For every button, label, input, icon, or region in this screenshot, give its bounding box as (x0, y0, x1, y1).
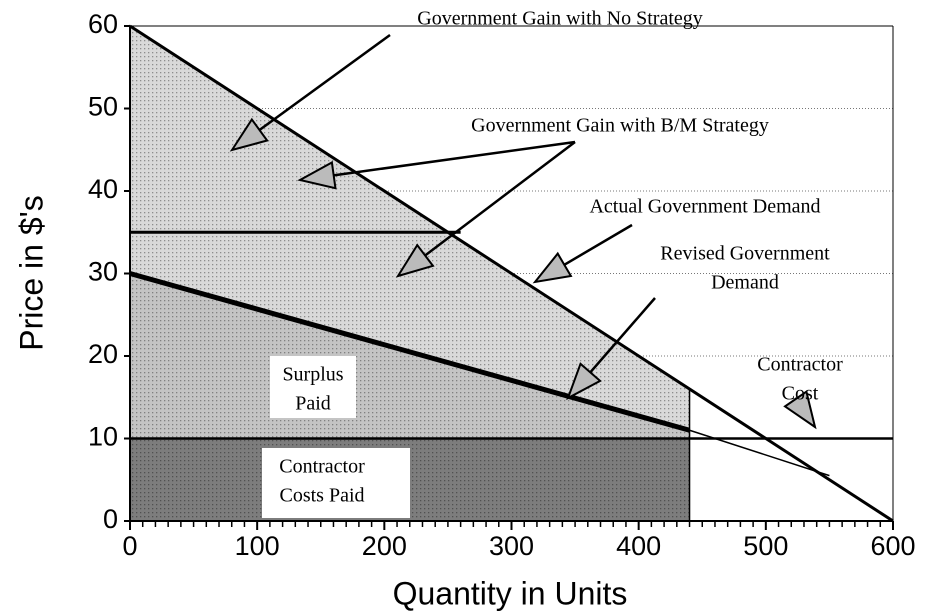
x-tick-label: 600 (870, 531, 915, 561)
label-box (262, 448, 410, 518)
x-tick-label: 0 (122, 531, 137, 561)
arrow-shaft (258, 33, 391, 132)
annotation: Contractor (757, 354, 843, 376)
x-tick-label: 500 (743, 531, 788, 561)
arrow-head (297, 160, 337, 190)
annotation: Government Gain with No Strategy (417, 8, 703, 30)
arrow-head (395, 243, 435, 278)
annotation: Costs Paid (279, 485, 364, 507)
y-tick-label: 0 (103, 504, 118, 534)
annotation: Contractor (279, 456, 365, 478)
arrow-shaft (333, 140, 576, 177)
arrow-shaft (563, 223, 633, 266)
arrow-head (566, 362, 602, 401)
x-axis-label: Quantity in Units (393, 575, 628, 611)
y-tick-label: 50 (88, 92, 118, 122)
y-tick-label: 30 (88, 257, 118, 287)
annotation: Cost (782, 383, 819, 405)
y-tick-label: 10 (88, 422, 118, 452)
annotation: Demand (711, 272, 779, 294)
arrow-shaft (424, 141, 576, 257)
label-box (270, 356, 356, 418)
annotation: Government Gain with B/M Strategy (471, 115, 769, 137)
arrow-shaft (589, 297, 656, 374)
line (129, 271, 691, 433)
annotation: Paid (295, 393, 331, 415)
y-tick-label: 60 (88, 9, 118, 39)
arrow-head (532, 251, 573, 284)
region-stipple (130, 26, 690, 431)
annotation: Surplus (282, 364, 343, 386)
arrow-head (783, 389, 817, 430)
y-tick-label: 40 (88, 174, 118, 204)
annotation: Actual Government Demand (589, 196, 820, 218)
x-tick-label: 300 (489, 531, 534, 561)
y-axis-label: Price in $'s (13, 195, 49, 351)
annotation: Revised Government (660, 243, 830, 265)
y-tick-label: 20 (88, 339, 118, 369)
arrow-head (229, 117, 269, 152)
x-tick-label: 200 (362, 531, 407, 561)
x-tick-label: 100 (235, 531, 280, 561)
x-tick-label: 400 (616, 531, 661, 561)
